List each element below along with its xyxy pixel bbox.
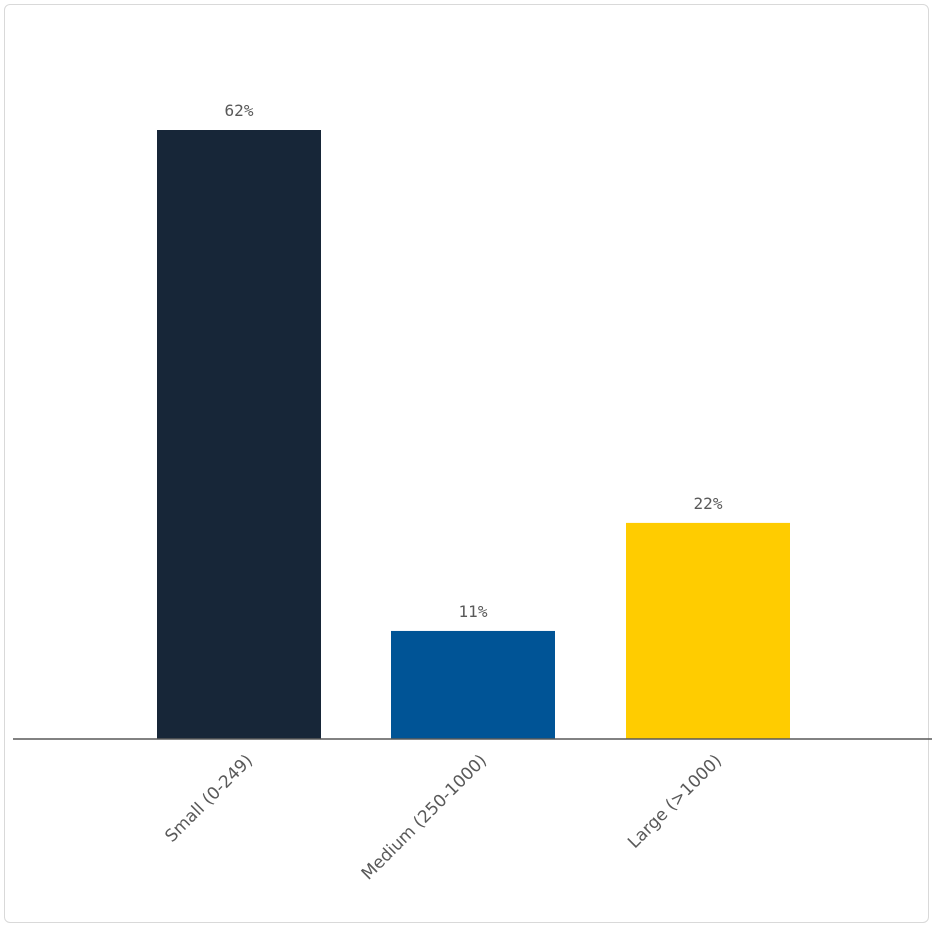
bar-3 <box>626 522 790 739</box>
bar-1 <box>157 130 321 739</box>
x-tick-labels-group: Small (0-249) Medium (250-1000) Large (>10… <box>161 751 726 884</box>
value-labels-group: 62% 11% 22% <box>225 101 723 621</box>
bar-value-label-2: 11% <box>459 602 488 621</box>
bars-group <box>157 130 790 739</box>
x-tick-label-2: Medium (250-1000) <box>358 751 491 884</box>
x-tick-label-1: Small (0-249) <box>161 751 257 847</box>
bar-value-label-3: 22% <box>694 494 723 513</box>
bar-value-label-1: 62% <box>225 101 254 120</box>
bar-2 <box>391 630 555 739</box>
x-tick-label-3: Large (>1000) <box>624 751 726 853</box>
